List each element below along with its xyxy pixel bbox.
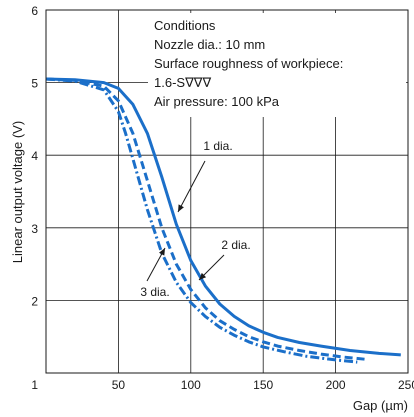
annotation-label-2: 2 dia. [221,238,250,252]
series-line-2 [45,77,365,361]
tick-labels: 50 100 150 200 250 1 2 3 4 5 6 [31,4,414,392]
plot-frame [45,9,409,374]
conditions-line-4: 1.6-S∇∇∇ [154,75,211,90]
conditions-line-5: Air pressure: 100 kPa [154,94,280,109]
series-line-1 [45,77,401,357]
x-tick-label-150: 150 [253,378,273,392]
y-tick-label-1: 1 [31,378,38,392]
conditions-background [148,13,406,117]
annotation-leader-1 [177,160,206,213]
series-layer [45,77,401,364]
annotation-label-3: 3 dia. [140,285,169,299]
annotation-arrowhead-3 [159,248,165,256]
x-tick-label-200: 200 [326,378,346,392]
annotation-arrowhead-2 [199,272,207,280]
x-tick-label-100: 100 [181,378,201,392]
y-tick-label-6: 6 [31,4,38,18]
y-tick-label-3: 3 [31,222,38,236]
y-tick-label-2: 2 [31,294,38,308]
annotation-arrowhead-1 [178,204,184,212]
y-tick-label-4: 4 [31,149,38,163]
conditions-box: Conditions Nozzle dia.: 10 mm Surface roug… [148,13,406,117]
annotation-label-1: 1 dia. [203,139,232,153]
conditions-line-3: Surface roughness of workpiece: [154,56,343,71]
series-line-3 [45,77,358,364]
x-tick-label-50: 50 [112,378,126,392]
y-axis-label: Linear output voltage (V) [10,121,25,263]
conditions-line-2: Nozzle dia.: 10 mm [154,37,265,52]
x-axis-label: Gap (µm) [353,398,408,413]
x-tick-label-250: 250 [398,378,414,392]
y-tick-label-5: 5 [31,77,38,91]
annotation-layer: 1 dia. 2 dia. 3 dia. [140,139,250,299]
conditions-line-1: Conditions [154,18,216,33]
